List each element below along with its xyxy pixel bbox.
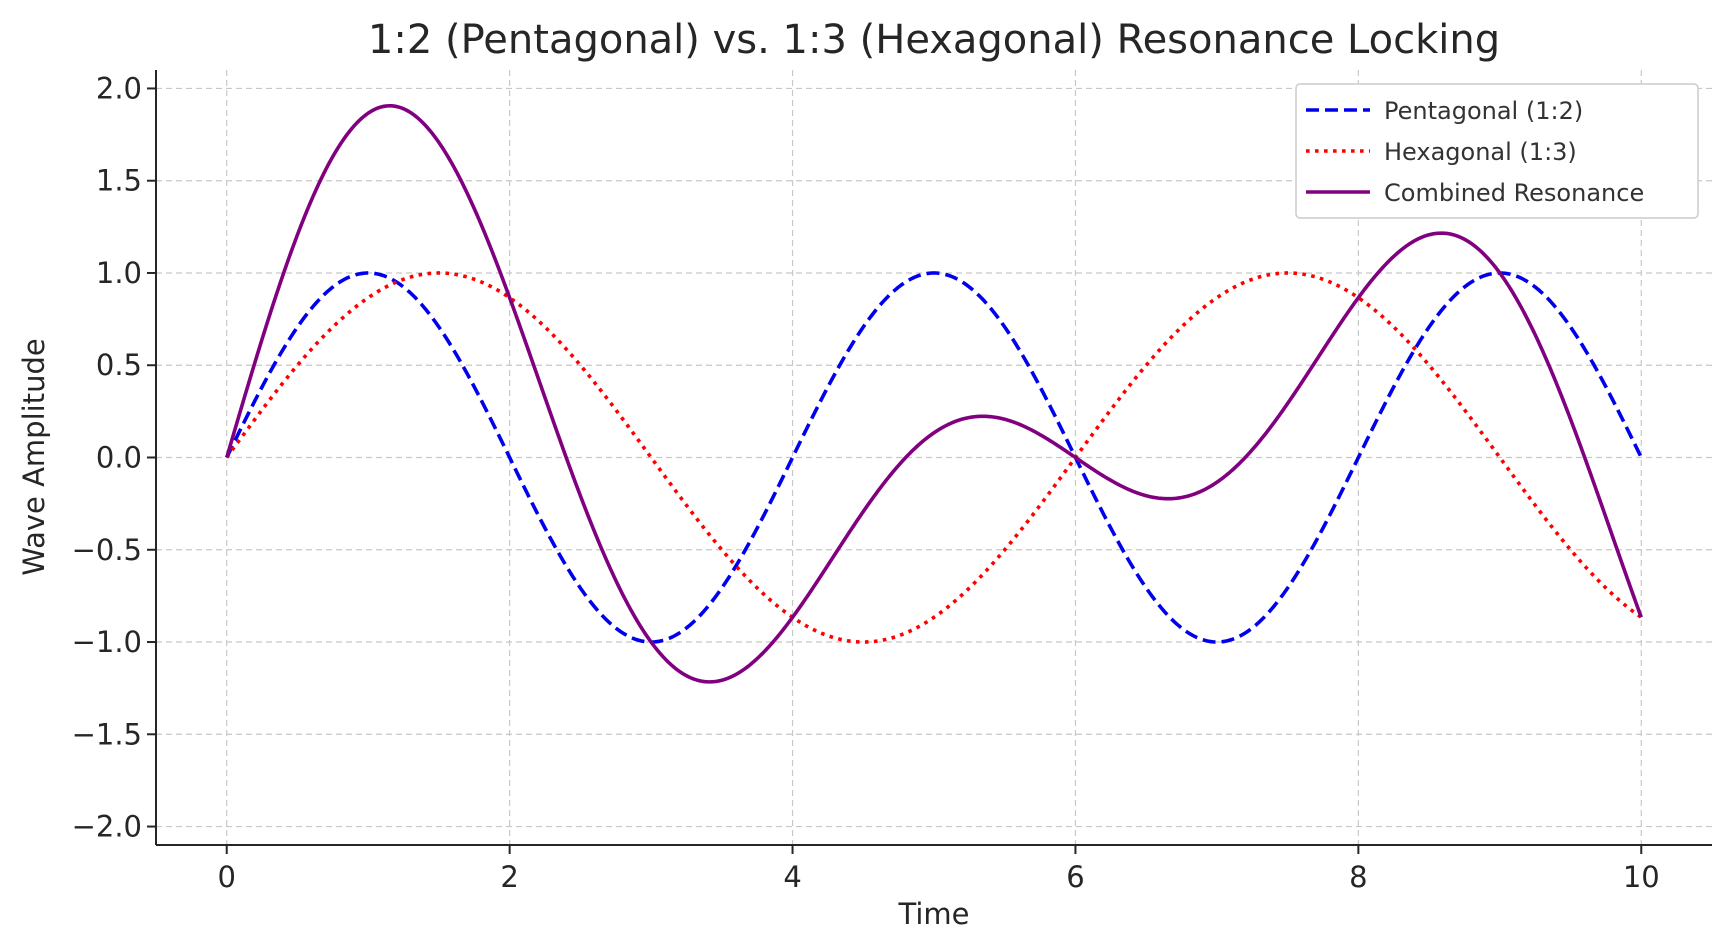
x-tick-label: 6 [1066,860,1084,894]
x-tick-label: 0 [218,860,236,894]
legend-entry-label: Hexagonal (1:3) [1384,138,1577,166]
y-tick-label: −1.5 [72,717,142,751]
legend-box [1295,83,1699,219]
y-axis-ticks: 2.0 1.5 1.0 0.5 0.0 −0.5 −1.0 −1.5 −2.0 [72,71,156,844]
y-tick-label: −2.0 [72,810,142,844]
y-axis-label: Wave Amplitude [17,338,51,575]
x-axis-label: Time [898,897,970,931]
y-tick-label: 2.0 [96,71,142,105]
y-tick-label: −0.5 [72,533,142,567]
x-tick-label: 8 [1349,860,1367,894]
series-layer [225,104,1643,684]
series-line-hexagonal-1-3 [225,271,1643,644]
y-tick-label: 1.0 [96,256,142,290]
y-tick-label: 0.5 [96,348,142,382]
grid [156,70,1712,845]
x-tick-label: 10 [1623,860,1660,894]
legend-entry-label: Combined Resonance [1384,179,1644,207]
series-line-combined-resonance [225,104,1643,684]
y-tick-label: 0.0 [96,441,142,475]
legend: Pentagonal (1:2) Hexagonal (1:3) Combined … [1295,83,1699,219]
series-line-pentagonal-1-2 [225,271,1643,644]
legend-entry-label: Pentagonal (1:2) [1384,97,1583,125]
x-tick-label: 2 [500,860,518,894]
y-tick-label: −1.0 [72,625,142,659]
x-tick-label: 4 [783,860,801,894]
x-axis-ticks: 0 2 4 6 8 10 [218,845,1660,894]
chart-title: 1:2 (Pentagonal) vs. 1:3 (Hexagonal) Res… [368,17,1500,63]
y-tick-label: 1.5 [96,164,142,198]
